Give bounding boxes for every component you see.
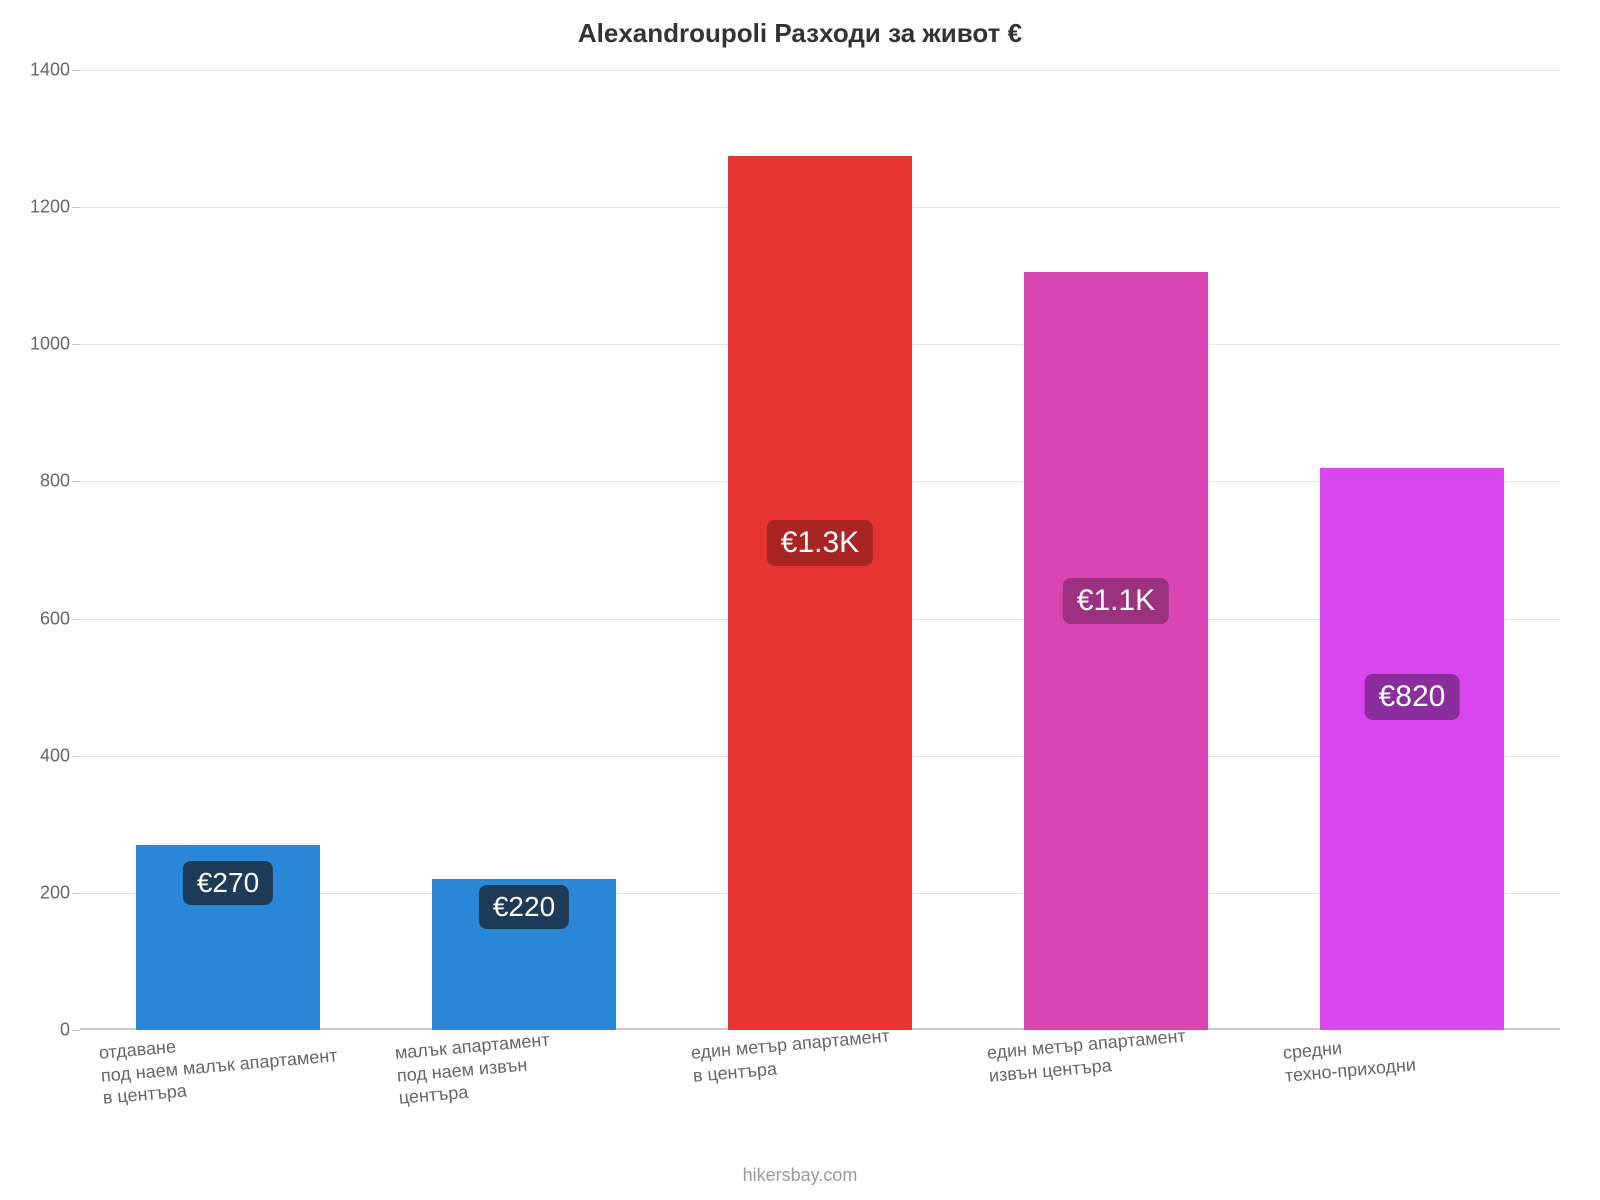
x-axis-label: един метър апартамент в центъра bbox=[690, 1025, 893, 1087]
x-axis-label: отдаване под наем малък апартамент в цен… bbox=[98, 1021, 340, 1109]
y-tick-label: 800 bbox=[40, 471, 70, 492]
value-badge: €1.3K bbox=[767, 520, 873, 566]
y-tick-mark bbox=[72, 70, 80, 71]
x-axis-label: малък апартамент под наем извън центъра bbox=[394, 1028, 554, 1109]
y-tick-mark bbox=[72, 893, 80, 894]
bar bbox=[1024, 272, 1208, 1030]
y-tick-label: 1200 bbox=[30, 197, 70, 218]
y-tick-label: 0 bbox=[60, 1020, 70, 1041]
x-axis-label: средни техно-приходни bbox=[1282, 1031, 1417, 1087]
chart-credit: hikersbay.com bbox=[0, 1165, 1600, 1186]
plot-area: 0200400600800100012001400€270отдаване по… bbox=[80, 70, 1560, 1030]
y-tick-mark bbox=[72, 619, 80, 620]
x-axis-label: един метър апартамент извън центъра bbox=[986, 1025, 1189, 1087]
y-tick-label: 400 bbox=[40, 745, 70, 766]
y-tick-label: 1400 bbox=[30, 60, 70, 81]
y-tick-mark bbox=[72, 344, 80, 345]
value-badge: €1.1K bbox=[1063, 578, 1169, 624]
y-tick-mark bbox=[72, 207, 80, 208]
y-tick-mark bbox=[72, 1030, 80, 1031]
y-tick-label: 600 bbox=[40, 608, 70, 629]
chart-title: Alexandroupoli Разходи за живот € bbox=[0, 18, 1600, 49]
y-tick-mark bbox=[72, 481, 80, 482]
value-badge: €220 bbox=[479, 885, 569, 929]
bar bbox=[728, 156, 912, 1030]
bar bbox=[1320, 468, 1504, 1030]
value-badge: €820 bbox=[1365, 674, 1460, 720]
y-tick-mark bbox=[72, 756, 80, 757]
y-tick-label: 200 bbox=[40, 882, 70, 903]
grid-line bbox=[80, 70, 1560, 71]
chart-container: Alexandroupoli Разходи за живот € 020040… bbox=[0, 0, 1600, 1200]
y-tick-label: 1000 bbox=[30, 334, 70, 355]
value-badge: €270 bbox=[183, 861, 273, 905]
